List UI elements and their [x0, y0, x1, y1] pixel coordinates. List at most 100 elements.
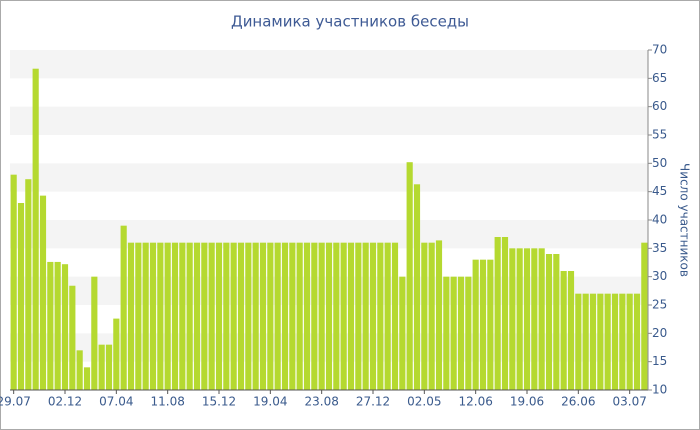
bar	[281, 242, 289, 390]
x-tick-label: 27.12	[356, 395, 390, 409]
bar	[641, 242, 648, 390]
bar	[611, 293, 619, 390]
grid-band	[10, 163, 648, 192]
bar	[25, 179, 32, 390]
bar	[186, 242, 193, 390]
bar	[69, 285, 76, 390]
bar	[237, 242, 245, 390]
bar	[560, 271, 567, 390]
bar	[626, 293, 633, 390]
x-tick-label: 07.04	[99, 395, 133, 409]
y-axis-label: Число участников	[678, 163, 692, 277]
bar	[267, 242, 274, 390]
bar	[10, 174, 17, 390]
bar	[39, 195, 47, 390]
bar	[318, 242, 325, 390]
bar	[355, 242, 362, 390]
bar	[259, 242, 267, 390]
bar	[391, 242, 399, 390]
bar	[54, 261, 61, 390]
y-tick-label: 40	[652, 213, 667, 227]
bar	[399, 276, 406, 390]
bar	[113, 318, 120, 390]
x-tick-label: 26.06	[561, 395, 595, 409]
bar	[61, 264, 69, 390]
bar	[157, 242, 164, 390]
bar	[406, 162, 413, 390]
bar	[362, 242, 369, 390]
x-tick-label: 11.08	[150, 395, 184, 409]
bar	[567, 271, 575, 390]
bar	[215, 242, 223, 390]
y-tick-label: 65	[652, 71, 667, 85]
x-tick-label: 29.07	[0, 395, 31, 409]
x-tick-label: 03.07	[612, 395, 646, 409]
bar	[633, 293, 641, 390]
bar	[494, 237, 501, 390]
grid-band	[10, 106, 648, 135]
bar	[523, 248, 531, 390]
bar	[142, 242, 149, 390]
bar	[296, 242, 303, 390]
bar	[472, 259, 479, 390]
bar	[377, 242, 384, 390]
bar	[428, 242, 435, 390]
bar	[201, 242, 208, 390]
bar	[105, 344, 113, 390]
bar	[91, 276, 98, 390]
bar	[619, 293, 626, 390]
bar	[127, 242, 135, 390]
bar	[450, 276, 457, 390]
bar	[384, 242, 391, 390]
bar	[252, 242, 259, 390]
chart-title: Динамика участников беседы	[231, 13, 469, 31]
y-tick-label: 15	[652, 354, 667, 368]
x-tick-label: 19.06	[510, 395, 544, 409]
bar	[311, 242, 318, 390]
y-tick-label: 45	[652, 184, 667, 198]
bar	[501, 237, 509, 390]
bar	[17, 203, 25, 390]
bar	[582, 293, 589, 390]
bar	[98, 344, 105, 390]
x-tick-label: 02.12	[48, 395, 82, 409]
bar	[208, 242, 215, 390]
bar	[413, 184, 421, 390]
bar	[369, 242, 377, 390]
bar	[289, 242, 296, 390]
bar	[538, 248, 545, 390]
x-tick-label: 12.06	[458, 395, 492, 409]
bar	[76, 350, 83, 390]
bar	[120, 225, 127, 390]
bar	[223, 242, 230, 390]
y-tick-label: 70	[652, 43, 667, 57]
bar	[274, 242, 281, 390]
bar	[516, 248, 523, 390]
y-tick-label: 55	[652, 128, 667, 142]
bar	[32, 68, 39, 390]
bar	[230, 242, 237, 390]
bar	[164, 242, 171, 390]
bar	[193, 242, 201, 390]
bar	[171, 242, 179, 390]
bar	[333, 242, 340, 390]
x-tick-label: 23.08	[304, 395, 338, 409]
bar	[325, 242, 333, 390]
grid-band	[10, 50, 648, 79]
x-tick-label: 19.04	[253, 395, 287, 409]
y-tick-label: 10	[652, 383, 667, 397]
y-tick-label: 20	[652, 326, 667, 340]
bar	[435, 240, 443, 390]
bar	[443, 276, 450, 390]
y-tick-label: 60	[652, 99, 667, 113]
bar	[597, 293, 604, 390]
y-tick-label: 50	[652, 156, 667, 170]
bar	[487, 259, 494, 390]
bar	[479, 259, 487, 390]
x-tick-label: 15.12	[202, 395, 236, 409]
bar	[575, 293, 582, 390]
bar	[457, 276, 465, 390]
bar	[421, 242, 428, 390]
bar	[531, 248, 538, 390]
